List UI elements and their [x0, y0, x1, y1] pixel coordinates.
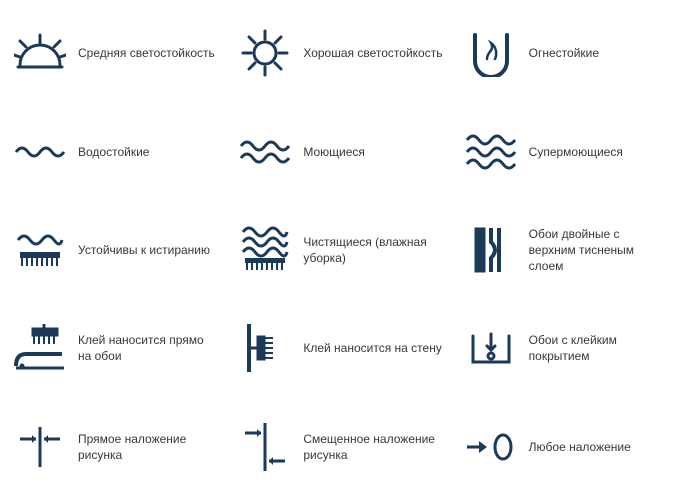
legend-label: Моющиеся [303, 144, 365, 160]
legend-cell: Моющиеся [237, 114, 454, 188]
fireproof-icon [463, 25, 519, 81]
half-sun-icon [12, 25, 68, 81]
glue-on-wall-icon [237, 320, 293, 376]
legend-label: Смещенное наложение рисунка [303, 431, 443, 463]
wave-brush-1-icon [12, 222, 68, 278]
legend-cell: Любое наложение [463, 410, 680, 484]
match-straight-icon [12, 419, 68, 475]
legend-label: Любое наложение [529, 439, 631, 455]
legend-cell: Клей наносится прямо на обои [12, 311, 229, 385]
legend-label: Клей наносится прямо на обои [78, 332, 218, 364]
legend-label: Водостойкие [78, 144, 149, 160]
adhesive-icon [463, 320, 519, 376]
legend-cell: Смещенное наложение рисунка [237, 410, 454, 484]
legend-cell: Огнестойкие [463, 16, 680, 90]
legend-label: Огнестойкие [529, 45, 599, 61]
legend-cell: Устойчивы к истиранию [12, 213, 229, 287]
legend-label: Устойчивы к истиранию [78, 242, 210, 258]
legend-label: Хорошая светостойкость [303, 45, 442, 61]
full-sun-icon [237, 25, 293, 81]
legend-cell: Чистящиеся (влажная уборка) [237, 213, 454, 287]
legend-cell: Обои двойные с верхним тисненым слоем [463, 213, 680, 287]
glue-on-paper-icon [12, 320, 68, 376]
wave-3-icon [463, 124, 519, 180]
legend-cell: Супермоющиеся [463, 114, 680, 188]
legend-cell: Прямое наложение рисунка [12, 410, 229, 484]
legend-cell: Клей наносится на стену [237, 311, 454, 385]
legend-cell: Хорошая светостойкость [237, 16, 454, 90]
wave-brush-2-icon [237, 222, 293, 278]
legend-cell: Водостойкие [12, 114, 229, 188]
legend-label: Обои двойные с верхним тисненым слоем [529, 226, 669, 275]
icon-legend-grid: Средняя светостойкость Хорошая светостой… [12, 16, 680, 484]
wave-2-icon [237, 124, 293, 180]
wave-1-icon [12, 124, 68, 180]
legend-label: Прямое наложение рисунка [78, 431, 218, 463]
legend-label: Клей наносится на стену [303, 340, 442, 356]
double-layer-icon [463, 222, 519, 278]
legend-cell: Средняя светостойкость [12, 16, 229, 90]
legend-label: Средняя светостойкость [78, 45, 215, 61]
legend-label: Супермоющиеся [529, 144, 623, 160]
match-offset-icon [237, 419, 293, 475]
legend-label: Обои с клейким покрытием [529, 332, 669, 364]
legend-label: Чистящиеся (влажная уборка) [303, 234, 443, 266]
legend-cell: Обои с клейким покрытием [463, 311, 680, 385]
match-any-icon [463, 419, 519, 475]
